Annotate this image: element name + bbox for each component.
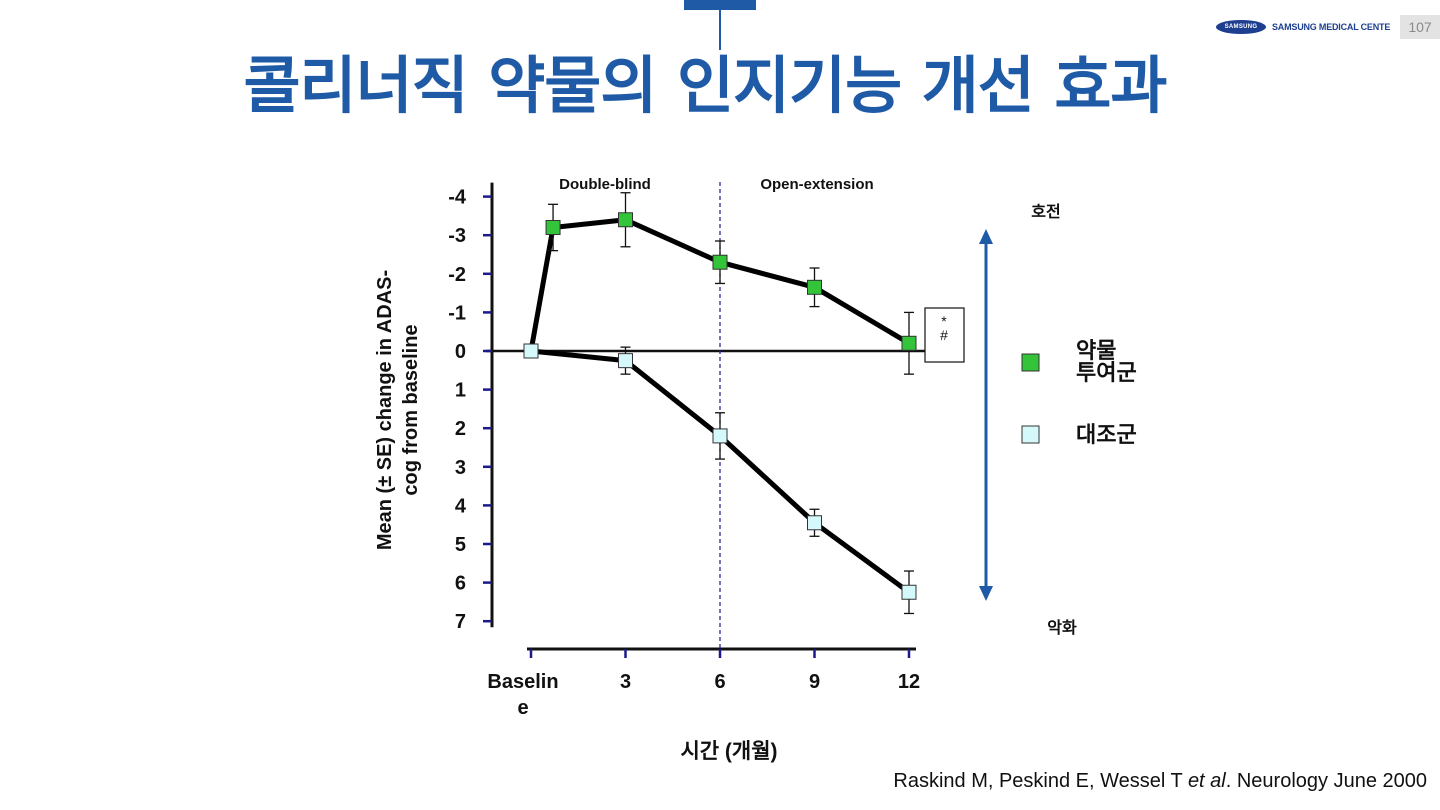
- significance-box: [924, 307, 965, 363]
- samsung-medical-center-logo: SAMSUNG SAMSUNG MEDICAL CENTER: [1216, 17, 1390, 37]
- series-0: [528, 192, 917, 375]
- y-tick-label: 5: [455, 534, 466, 556]
- data-point: [901, 584, 917, 600]
- legend-swatch: [1021, 425, 1040, 444]
- x-tick-label: 3: [620, 671, 631, 693]
- direction-arrow: [979, 229, 993, 601]
- y-tick-label: -4: [448, 187, 467, 209]
- slide-title: 콜리너직 약물의 인지기능 개선 효과: [243, 49, 1168, 122]
- samsung-logo-mark: SAMSUNG: [1216, 20, 1266, 34]
- y-tick-label: -1: [448, 302, 466, 324]
- data-point: [523, 343, 539, 359]
- x-axis-label: 시간 (개월): [680, 740, 777, 763]
- legend-label: 대조군: [1076, 422, 1137, 447]
- series-1: [523, 343, 917, 615]
- data-point: [901, 335, 917, 351]
- y-axis-label: Mean (± SE) change in ADAS-cog from base…: [374, 270, 422, 550]
- series-line: [528, 217, 911, 352]
- x-axis-ticks: Baselin e 3 6 9 12: [487, 649, 920, 719]
- improvement-label: 호전: [1031, 203, 1060, 221]
- legend-swatch: [1021, 353, 1040, 372]
- y-tick-label: 1: [455, 380, 466, 402]
- page-number: 107: [1400, 15, 1440, 39]
- x-tick-label: 6: [714, 671, 725, 693]
- citation: Raskind M, Peskind E, Wessel T et al. Ne…: [893, 770, 1427, 792]
- y-tick-label: -2: [448, 264, 466, 286]
- x-tick-label: Baselin e: [487, 671, 558, 719]
- phase-label-double-blind: Double-blind: [559, 176, 651, 193]
- y-tick-label: 6: [455, 573, 466, 595]
- y-tick-label: 0: [455, 341, 466, 363]
- data-point: [807, 279, 822, 295]
- y-tick-label: -3: [448, 225, 466, 247]
- top-accent-tab: [684, 0, 756, 10]
- worsening-label: 악화: [1047, 618, 1077, 637]
- logo-text: SAMSUNG MEDICAL CENTER: [1272, 22, 1390, 32]
- legend-label: 약물 투여군: [1076, 338, 1137, 385]
- phase-label-open-extension: Open-extension: [760, 176, 873, 193]
- y-tick-label: 4: [455, 495, 467, 517]
- y-axis-ticks: -4 -3 -2 -1 0 1 2 3 4 5 6 7: [448, 187, 492, 633]
- x-tick-label: 12: [898, 671, 920, 693]
- data-point: [807, 515, 822, 531]
- y-tick-label: 3: [455, 457, 466, 479]
- data-point: [618, 353, 633, 369]
- y-tick-label: 2: [455, 418, 466, 440]
- x-tick-label: 9: [809, 671, 820, 693]
- y-tick-label: 7: [455, 611, 466, 633]
- top-accent-line: [719, 10, 721, 50]
- significance-marks: * #: [940, 313, 948, 343]
- chart-axes: [486, 182, 936, 651]
- series-layer: [523, 192, 917, 615]
- data-point: [712, 428, 728, 444]
- data-point: [712, 254, 728, 270]
- data-point: [618, 212, 633, 228]
- data-point: [545, 219, 561, 235]
